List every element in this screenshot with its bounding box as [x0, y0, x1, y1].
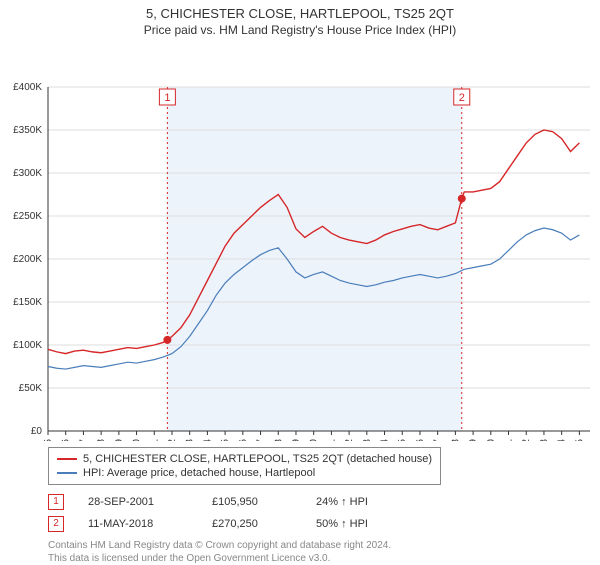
- svg-text:1996: 1996: [61, 439, 72, 441]
- marker-delta: 50% ↑ HPI: [316, 518, 368, 530]
- svg-text:2009: 2009: [291, 439, 302, 441]
- marker-date: 11-MAY-2018: [88, 518, 188, 530]
- svg-text:2: 2: [459, 92, 465, 104]
- marker-date: 28-SEP-2001: [88, 496, 188, 508]
- svg-text:2003: 2003: [185, 439, 196, 441]
- svg-text:1997: 1997: [78, 439, 89, 441]
- marker-delta: 24% ↑ HPI: [316, 496, 368, 508]
- legend-label: 5, CHICHESTER CLOSE, HARTLEPOOL, TS25 2Q…: [83, 453, 432, 465]
- legend-area: 5, CHICHESTER CLOSE, HARTLEPOOL, TS25 2Q…: [48, 447, 570, 535]
- svg-text:2020: 2020: [486, 439, 497, 441]
- footer-line2: This data is licensed under the Open Gov…: [48, 552, 570, 565]
- svg-text:£100K: £100K: [13, 340, 42, 351]
- svg-text:2013: 2013: [362, 439, 373, 441]
- svg-text:2004: 2004: [202, 439, 213, 441]
- svg-text:2014: 2014: [380, 439, 391, 441]
- svg-text:2016: 2016: [415, 439, 426, 441]
- svg-text:2005: 2005: [220, 439, 231, 441]
- svg-text:£0: £0: [31, 426, 43, 437]
- svg-text:£250K: £250K: [13, 211, 42, 222]
- legend-box: 5, CHICHESTER CLOSE, HARTLEPOOL, TS25 2Q…: [48, 447, 441, 485]
- svg-text:2006: 2006: [238, 439, 249, 441]
- svg-text:£300K: £300K: [13, 168, 42, 179]
- svg-text:1995: 1995: [43, 439, 54, 441]
- svg-text:2000: 2000: [132, 439, 143, 441]
- line-chart: £0 £50K £100K £150K £200K £250K £300K £350K £400…: [0, 41, 600, 441]
- chart-container: { "title": "5, CHICHESTER CLOSE, HARTLEP…: [0, 0, 600, 560]
- svg-text:2019: 2019: [468, 439, 479, 441]
- svg-text:2015: 2015: [397, 439, 408, 441]
- marker-price: £105,950: [212, 496, 292, 508]
- svg-text:2024: 2024: [557, 439, 568, 441]
- svg-text:1: 1: [164, 92, 170, 104]
- svg-text:1999: 1999: [114, 439, 125, 441]
- marker-row: 2 11-MAY-2018 £270,250 50% ↑ HPI: [48, 513, 570, 535]
- marker-table: 1 28-SEP-2001 £105,950 24% ↑ HPI 2 11-MAY-201…: [48, 491, 570, 535]
- chart-title: 5, CHICHESTER CLOSE, HARTLEPOOL, TS25 2Q…: [0, 0, 600, 21]
- svg-text:2012: 2012: [344, 439, 355, 441]
- chart-subtitle: Price paid vs. HM Land Registry's House …: [0, 21, 600, 41]
- svg-text:2022: 2022: [521, 439, 532, 441]
- legend-swatch: [57, 458, 77, 460]
- svg-text:2021: 2021: [504, 439, 515, 441]
- legend-swatch: [57, 472, 77, 474]
- svg-text:2023: 2023: [539, 439, 550, 441]
- svg-text:2010: 2010: [309, 439, 320, 441]
- svg-text:1998: 1998: [96, 439, 107, 441]
- svg-text:2017: 2017: [433, 439, 444, 441]
- marker-row: 1 28-SEP-2001 £105,950 24% ↑ HPI: [48, 491, 570, 513]
- svg-text:2002: 2002: [167, 439, 178, 441]
- legend-row: HPI: Average price, detached house, Hart…: [57, 466, 432, 480]
- svg-text:2018: 2018: [450, 439, 461, 441]
- legend-label: HPI: Average price, detached house, Hart…: [83, 467, 315, 479]
- legend-row: 5, CHICHESTER CLOSE, HARTLEPOOL, TS25 2Q…: [57, 452, 432, 466]
- marker-price: £270,250: [212, 518, 292, 530]
- svg-text:2011: 2011: [326, 439, 337, 441]
- marker-number-box: 1: [48, 494, 64, 510]
- svg-text:£50K: £50K: [19, 383, 43, 394]
- svg-text:2025: 2025: [574, 439, 585, 441]
- svg-text:2007: 2007: [256, 439, 267, 441]
- svg-text:£200K: £200K: [13, 254, 42, 265]
- footer-line1: Contains HM Land Registry data © Crown c…: [48, 539, 570, 552]
- marker-number-box: 2: [48, 516, 64, 532]
- svg-text:2008: 2008: [273, 439, 284, 441]
- footer-note: Contains HM Land Registry data © Crown c…: [48, 539, 570, 565]
- svg-text:£400K: £400K: [13, 82, 42, 93]
- svg-text:2001: 2001: [149, 439, 160, 441]
- svg-text:£350K: £350K: [13, 125, 42, 136]
- svg-text:£150K: £150K: [13, 297, 42, 308]
